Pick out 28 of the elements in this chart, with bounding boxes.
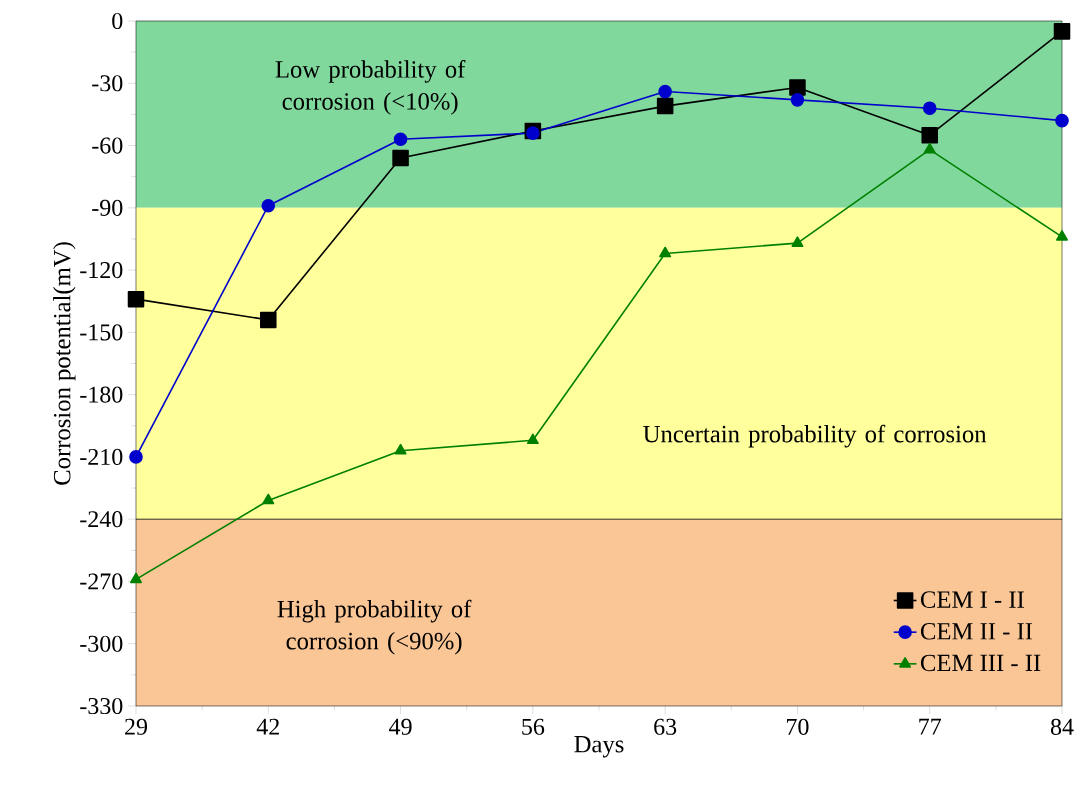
- y-tick-label: -210: [80, 448, 123, 465]
- y-tick-label: -150: [80, 324, 123, 341]
- y-tick-label: -90: [92, 199, 123, 216]
- y-tick-label: 0: [112, 12, 123, 30]
- y-tick-label: -120: [80, 262, 123, 279]
- y-tick-label: -270: [80, 573, 123, 590]
- x-tick-label: 29: [125, 718, 148, 735]
- x-tick-label: 77: [919, 718, 942, 735]
- x-tick-label: 84: [1050, 718, 1074, 735]
- band-label: High probability of corrosion (<90%): [277, 599, 472, 655]
- x-tick-label: 70: [787, 718, 809, 735]
- x-tick-label: 42: [256, 718, 279, 735]
- band-label: Uncertain probability of corrosion: [643, 424, 987, 448]
- legend-label: CEM II - II: [920, 623, 1033, 640]
- y-tick-label: -240: [80, 511, 123, 528]
- band-label: Low probability of corrosion (<10%): [275, 60, 466, 115]
- x-tick-label: 49: [389, 718, 412, 735]
- y-tick-label: -300: [80, 635, 123, 652]
- legend-label: CEM III - II: [920, 654, 1041, 672]
- x-tick-label: 63: [654, 718, 677, 735]
- y-tick-label: -180: [80, 386, 123, 403]
- y-tick-label: -30: [92, 75, 123, 92]
- y-axis-title: Corrosion potential(mV): [53, 242, 76, 485]
- legend-label: CEM I - II: [920, 591, 1024, 608]
- x-tick-label: 56: [522, 718, 545, 735]
- x-axis-title: Days: [574, 736, 624, 758]
- y-tick-label: -60: [92, 137, 123, 154]
- y-tick-label: -330: [80, 697, 123, 715]
